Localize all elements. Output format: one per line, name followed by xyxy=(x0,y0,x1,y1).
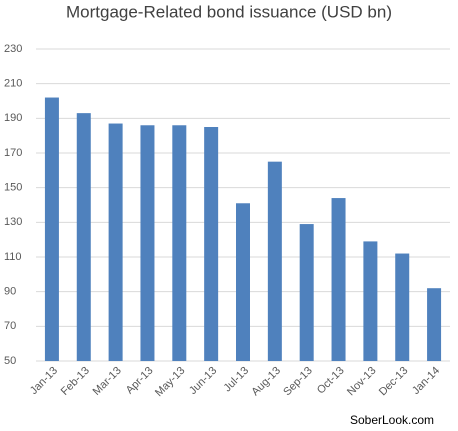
bar xyxy=(427,288,442,361)
bar xyxy=(299,224,314,361)
bar xyxy=(395,253,410,361)
bar xyxy=(44,97,59,362)
bar xyxy=(108,123,123,362)
x-tick-label: Mar-13 xyxy=(91,365,124,398)
bar xyxy=(204,127,219,361)
x-tick-label: Dec-13 xyxy=(377,365,411,399)
y-tick-label: 50 xyxy=(4,355,16,367)
watermark: SoberLook.com xyxy=(350,413,434,427)
y-tick-label: 150 xyxy=(4,182,22,194)
x-tick-label: Nov-13 xyxy=(345,365,379,399)
y-tick-label: 90 xyxy=(4,286,16,298)
x-tick-label: Jan-13 xyxy=(28,365,60,397)
bar xyxy=(363,241,378,361)
bar xyxy=(140,125,155,362)
x-tick-label: May-13 xyxy=(153,365,187,399)
y-tick-label: 210 xyxy=(4,78,22,90)
bar xyxy=(172,125,187,362)
bar xyxy=(267,161,282,361)
y-tick-label: 170 xyxy=(4,147,22,159)
x-tick-label: Aug-13 xyxy=(249,365,283,399)
y-tick-label: 70 xyxy=(4,320,16,332)
y-tick-label: 110 xyxy=(4,251,22,263)
x-tick-label: Apr-13 xyxy=(124,365,156,397)
x-tick-label: Jan-14 xyxy=(410,365,442,397)
bar xyxy=(76,113,91,361)
x-tick-label: Oct-13 xyxy=(315,365,347,397)
x-tick-label: Sep-13 xyxy=(281,365,315,399)
x-tick-label: Jul-13 xyxy=(221,365,251,395)
bar xyxy=(236,203,250,361)
bar xyxy=(331,198,346,361)
y-tick-label: 130 xyxy=(4,216,22,228)
y-tick-label: 230 xyxy=(4,43,22,55)
y-tick-label: 190 xyxy=(4,112,22,124)
x-tick-label: Feb-13 xyxy=(59,365,92,398)
x-tick-label: Jun-13 xyxy=(187,365,219,397)
chart-title: Mortgage-Related bond issuance (USD bn) xyxy=(66,2,392,21)
